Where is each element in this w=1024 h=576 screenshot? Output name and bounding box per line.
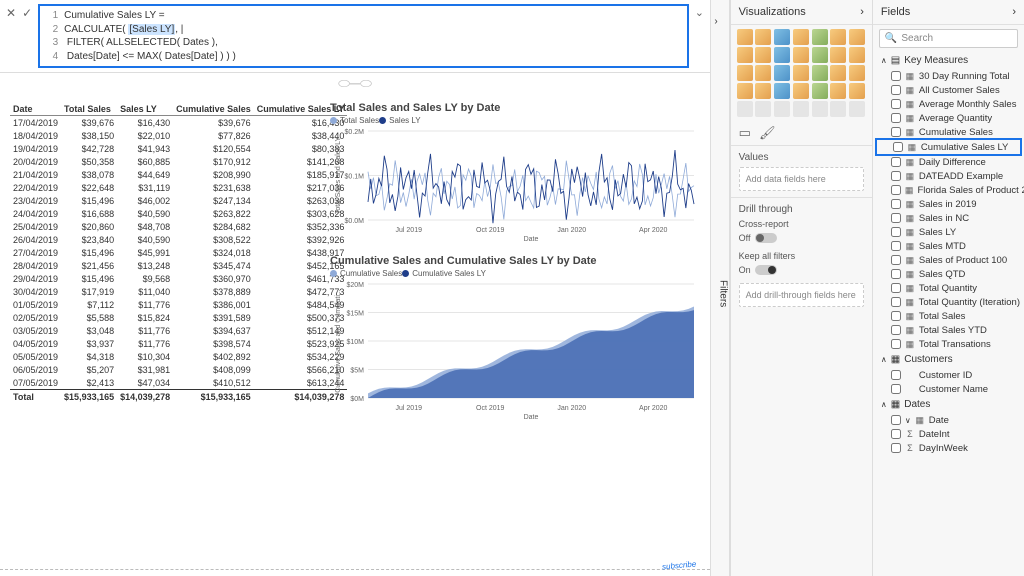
cancel-icon[interactable]: ✕ — [6, 6, 16, 20]
field-item[interactable]: ▦Sales LY — [873, 225, 1024, 239]
field-item[interactable]: ▦Total Quantity — [873, 281, 1024, 295]
pane-title: Visualizations — [739, 6, 806, 18]
field-group[interactable]: ∧▦Dates — [873, 396, 1024, 413]
field-item[interactable]: ▦Sales of Product 100 — [873, 253, 1024, 267]
svg-text:Date: Date — [524, 414, 539, 420]
field-item[interactable]: ▦Florida Sales of Product 2 ... — [873, 183, 1024, 197]
field-item[interactable]: ▦Sales MTD — [873, 239, 1024, 253]
svg-text:Jul 2019: Jul 2019 — [396, 227, 423, 234]
fields-search[interactable]: 🔍Search — [879, 29, 1018, 48]
collapse-icon[interactable]: › — [1012, 6, 1016, 18]
svg-text:$5M: $5M — [350, 368, 364, 375]
chain-icon: ⬭─⬭ — [0, 73, 710, 94]
field-item[interactable]: ▦Average Quantity — [873, 111, 1024, 125]
svg-text:Apr 2020: Apr 2020 — [639, 405, 668, 412]
chart-title: Total Sales and Sales LY by Date — [330, 102, 700, 114]
formula-editor[interactable]: 1Cumulative Sales LY =2CALCULATE( [Sales… — [38, 4, 689, 68]
field-group[interactable]: ∧▦Customers — [873, 351, 1024, 368]
fields-tab-icon[interactable]: ▭ — [739, 125, 751, 141]
commit-icon[interactable]: ✓ — [22, 6, 32, 20]
field-item[interactable]: ▦Total Sales YTD — [873, 323, 1024, 337]
drillthrough-well[interactable]: Add drill-through fields here — [739, 283, 864, 307]
formula-bar: ✕ ✓ 1Cumulative Sales LY =2CALCULATE( [S… — [0, 0, 710, 73]
svg-text:Jul 2019: Jul 2019 — [396, 405, 423, 412]
field-item[interactable]: ▦Total Sales — [873, 309, 1024, 323]
svg-text:$10M: $10M — [346, 339, 364, 346]
svg-text:Oct 2019: Oct 2019 — [476, 227, 505, 234]
field-item[interactable]: ▦Daily Difference — [873, 155, 1024, 169]
field-item[interactable]: Customer Name — [873, 382, 1024, 396]
visualizations-pane: Visualizations › ▭ 🖌 Values Add data fiel… — [730, 0, 872, 576]
field-item[interactable]: ▦DATEADD Example — [873, 169, 1024, 183]
cumulative-chart[interactable]: Cumulative Sales and Cumulative Sales LY… — [330, 255, 700, 423]
chart-title: Cumulative Sales and Cumulative Sales LY… — [330, 255, 700, 267]
field-item[interactable]: ▦Cumulative Sales LY — [875, 138, 1022, 156]
field-item[interactable]: ∨▦Date — [873, 413, 1024, 427]
field-item[interactable]: ▦Sales QTD — [873, 267, 1024, 281]
fields-pane: Fields › 🔍Search ∧▤Key Measures▦30 Day Ru… — [872, 0, 1024, 576]
svg-text:Apr 2020: Apr 2020 — [639, 227, 668, 234]
field-item[interactable]: Customer ID — [873, 368, 1024, 382]
field-item[interactable]: ▦Total Quantity (Iteration) — [873, 295, 1024, 309]
svg-text:$20M: $20M — [346, 282, 364, 289]
sales-by-date-chart[interactable]: Total Sales and Sales LY by Date Total S… — [330, 102, 700, 245]
field-item[interactable]: ▦Average Monthly Sales — [873, 97, 1024, 111]
data-table[interactable]: DateTotal SalesSales LYCumulative SalesC… — [10, 102, 347, 403]
formula-expand-icon[interactable]: ⌄ — [695, 4, 704, 19]
svg-text:$0.1M: $0.1M — [345, 174, 365, 181]
svg-text:$15M: $15M — [346, 311, 364, 318]
filters-tab[interactable]: Filters › — [710, 0, 730, 576]
svg-text:Date: Date — [524, 236, 539, 242]
field-group[interactable]: ∧▤Key Measures — [873, 52, 1024, 69]
drillthrough-label: Drill through — [739, 204, 864, 215]
svg-text:Oct 2019: Oct 2019 — [476, 405, 505, 412]
field-item[interactable]: ▦Cumulative Sales — [873, 125, 1024, 139]
chart-legend: Cumulative SalesCumulative Sales LY — [330, 269, 700, 278]
search-icon: 🔍 — [885, 33, 897, 44]
field-item[interactable]: ΣDateInt — [873, 427, 1024, 441]
collapse-icon[interactable]: › — [860, 6, 864, 18]
svg-text:$0.2M: $0.2M — [345, 129, 365, 136]
field-item[interactable]: ▦Total Transations — [873, 337, 1024, 351]
values-label: Values — [739, 152, 864, 163]
field-item[interactable]: ▦All Customer Sales — [873, 83, 1024, 97]
svg-text:$0.0M: $0.0M — [345, 218, 365, 225]
cross-report-label: Cross-report — [739, 219, 864, 229]
chart-legend: Total SalesSales LY — [330, 116, 700, 125]
svg-text:$0M: $0M — [350, 396, 364, 403]
svg-text:Total Sales and Sales LY: Total Sales and Sales LY — [335, 137, 342, 215]
field-item[interactable]: ΣDayInWeek — [873, 441, 1024, 455]
keep-filters-toggle[interactable]: On — [739, 265, 864, 275]
area-chart-area: $20M $15M $10M $5M $0M Jul 2019 Oct 2019 Jan 20… — [330, 280, 700, 420]
line-chart-area: $0.2M $0.1M $0.0M Jul 2019 Oct 2019 Jan 2020 A… — [330, 127, 700, 242]
field-item[interactable]: ▦Sales in NC — [873, 211, 1024, 225]
format-tab-icon[interactable]: 🖌 — [759, 125, 776, 141]
pane-title: Fields — [881, 6, 910, 18]
svg-text:Jan 2020: Jan 2020 — [557, 405, 586, 412]
cross-report-toggle[interactable]: Off — [739, 233, 864, 243]
viz-gallery[interactable] — [731, 25, 872, 121]
keep-filters-label: Keep all filters — [739, 251, 864, 261]
values-well[interactable]: Add data fields here — [739, 167, 864, 191]
field-item[interactable]: ▦Sales in 2019 — [873, 197, 1024, 211]
field-item[interactable]: ▦30 Day Running Total — [873, 69, 1024, 83]
svg-text:Jan 2020: Jan 2020 — [557, 227, 586, 234]
svg-text:Cumulative Sales and Cumulati.: Cumulative Sales and Cumulati... — [335, 289, 342, 393]
